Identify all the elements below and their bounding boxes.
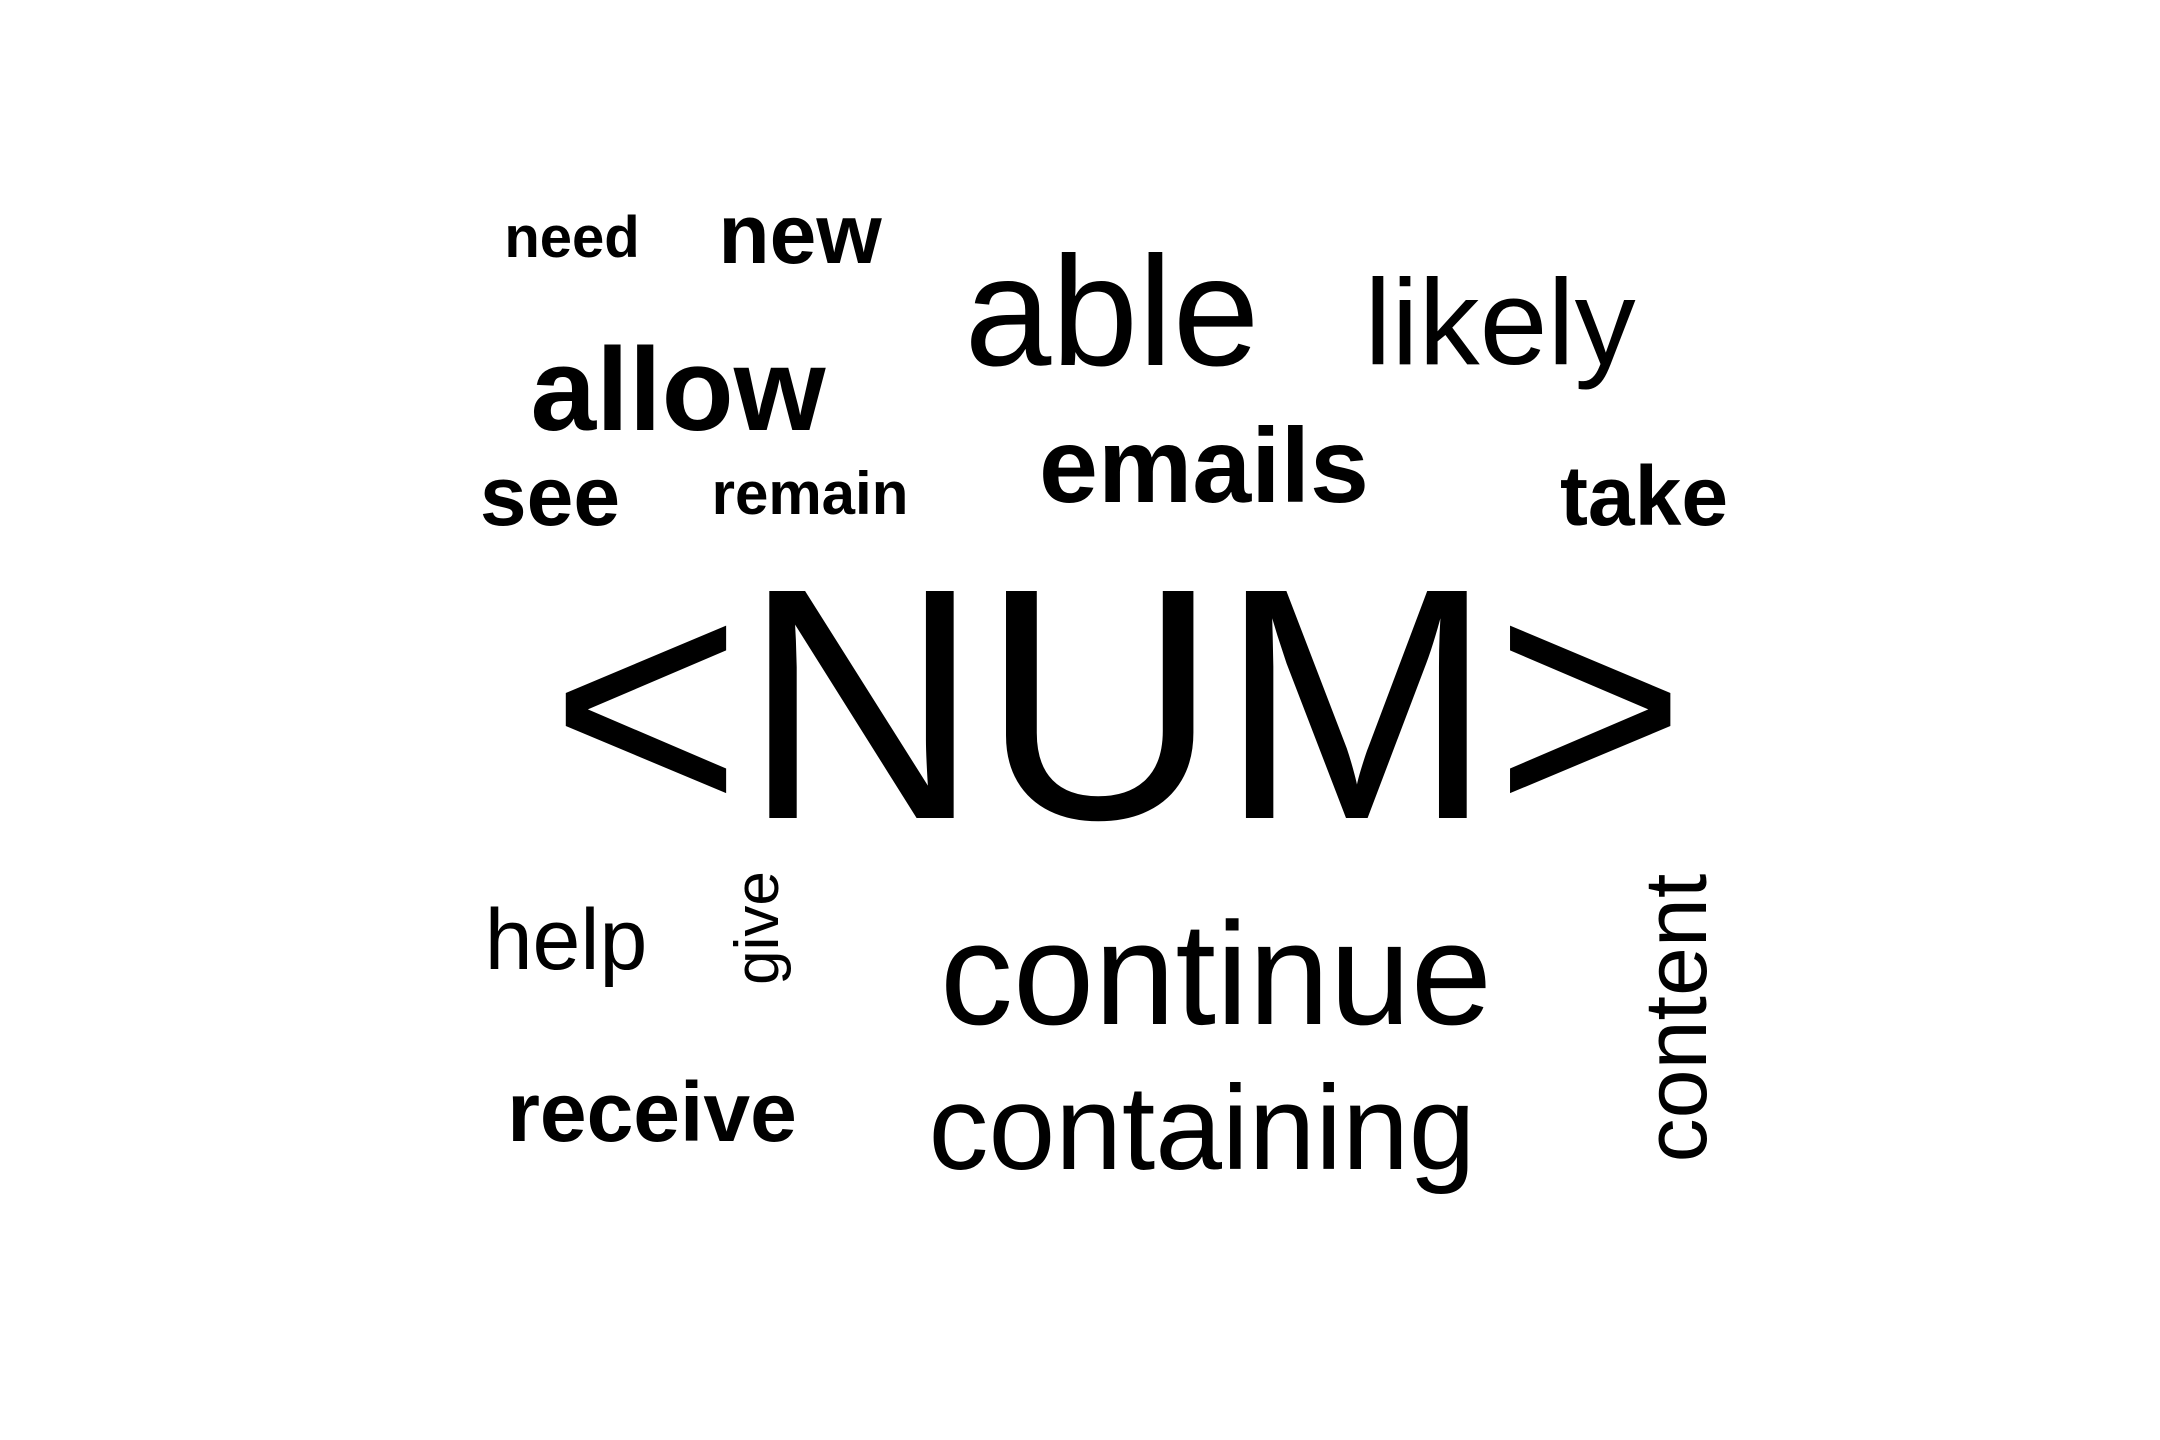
word-containing: containing [928,1061,1476,1195]
word-able: able [964,225,1260,399]
word-remain: remain [711,460,909,527]
word-see: see [479,449,621,543]
word-new: new [718,187,882,281]
word-take: take [1559,449,1729,543]
word-num: <NUM> [549,519,1687,888]
word-content: content [1626,873,1725,1163]
word-need: need [504,205,640,270]
word-help: help [484,892,648,988]
word-continue: continue [940,892,1492,1055]
word-likely: likely [1364,254,1636,390]
word-emails: emails [1038,407,1370,525]
word-allow: allow [530,324,826,456]
word-give: give [723,871,792,985]
word-receive: receive [507,1065,797,1159]
